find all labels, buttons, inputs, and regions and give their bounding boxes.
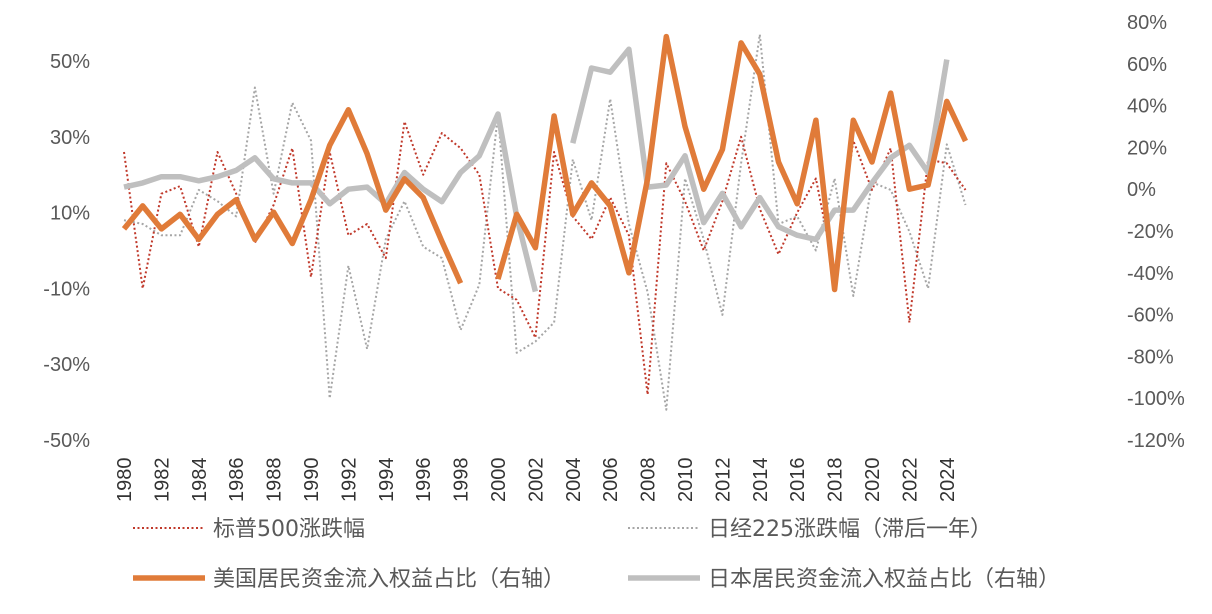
x-tick-label: 1990 xyxy=(301,458,323,503)
right-tick-label: 0% xyxy=(1127,179,1156,201)
x-tick-label: 2006 xyxy=(600,458,622,503)
left-tick-label: -10% xyxy=(43,278,90,300)
right-tick-label: 80% xyxy=(1127,12,1167,34)
x-tick-label: 1994 xyxy=(376,458,398,503)
left-tick-label: 50% xyxy=(50,51,90,73)
legend-label-1: 标普500涨跌幅 xyxy=(213,517,365,542)
left-tick-label: 10% xyxy=(50,203,90,225)
right-tick-label: -20% xyxy=(1127,221,1174,243)
series-layer xyxy=(121,33,968,411)
x-tick-label: 1996 xyxy=(413,458,435,503)
x-tick-label: 2008 xyxy=(638,458,660,503)
x-tick-label: 2024 xyxy=(937,458,959,503)
series-line-3-segment-1 xyxy=(121,107,464,285)
x-tick-label: 1986 xyxy=(226,458,248,503)
left-tick-label: 30% xyxy=(50,127,90,149)
legend-label-4: 日本居民资金流入权益占比（右轴） xyxy=(708,567,1060,592)
x-axis: 1980 1982 1984 1986 1988 1990 1992 1994 1996 1998… xyxy=(114,458,959,503)
right-axis: 80% 60% 40% 20% 0% -20% -40% -60% -80% -100% -120% xyxy=(1127,12,1185,452)
x-tick-label: 1988 xyxy=(264,458,286,503)
legend-label-2: 日经225涨跌幅（滞后一年） xyxy=(708,517,992,542)
x-tick-label: 2002 xyxy=(525,458,547,503)
x-tick-label: 2014 xyxy=(750,458,772,503)
x-tick-label: 2012 xyxy=(712,458,734,503)
right-tick-label: -120% xyxy=(1127,430,1185,452)
right-tick-label: -60% xyxy=(1127,305,1174,327)
x-tick-label: 1998 xyxy=(451,458,473,502)
x-tick-label: 2020 xyxy=(862,458,884,503)
right-tick-label: -80% xyxy=(1127,346,1174,368)
x-tick-label: 1992 xyxy=(338,458,360,503)
left-tick-label: -30% xyxy=(43,354,90,376)
x-tick-label: 2018 xyxy=(825,458,847,503)
series-line-3-segment-2 xyxy=(495,33,968,293)
right-tick-label: 40% xyxy=(1127,96,1167,118)
x-tick-label: 2010 xyxy=(675,458,697,503)
x-tick-label: 2022 xyxy=(899,458,921,503)
series-line-4-segment-2 xyxy=(570,46,950,243)
x-tick-label: 2016 xyxy=(787,458,809,503)
x-tick-label: 1982 xyxy=(151,458,173,503)
x-tick-label: 2000 xyxy=(488,458,510,503)
series-line-2-segment-1 xyxy=(123,33,967,411)
x-tick-label: 1980 xyxy=(114,458,136,503)
legend-label-3: 美国居民资金流入权益占比（右轴） xyxy=(213,567,565,592)
right-tick-label: 60% xyxy=(1127,54,1167,76)
left-axis: 50% 30% 10% -10% -30% -50% xyxy=(43,51,90,452)
right-tick-label: 20% xyxy=(1127,137,1167,159)
legend: 标普500涨跌幅 日经225涨跌幅（滞后一年） 美国居民资金流入权益占比（右轴） 日本… xyxy=(133,517,1060,592)
left-tick-label: -50% xyxy=(43,430,90,452)
right-tick-label: -100% xyxy=(1127,388,1185,410)
x-tick-label: 2004 xyxy=(563,458,585,503)
right-tick-label: -40% xyxy=(1127,263,1174,285)
series-line-4-segment-1 xyxy=(123,111,539,293)
x-tick-label: 1984 xyxy=(189,458,211,503)
